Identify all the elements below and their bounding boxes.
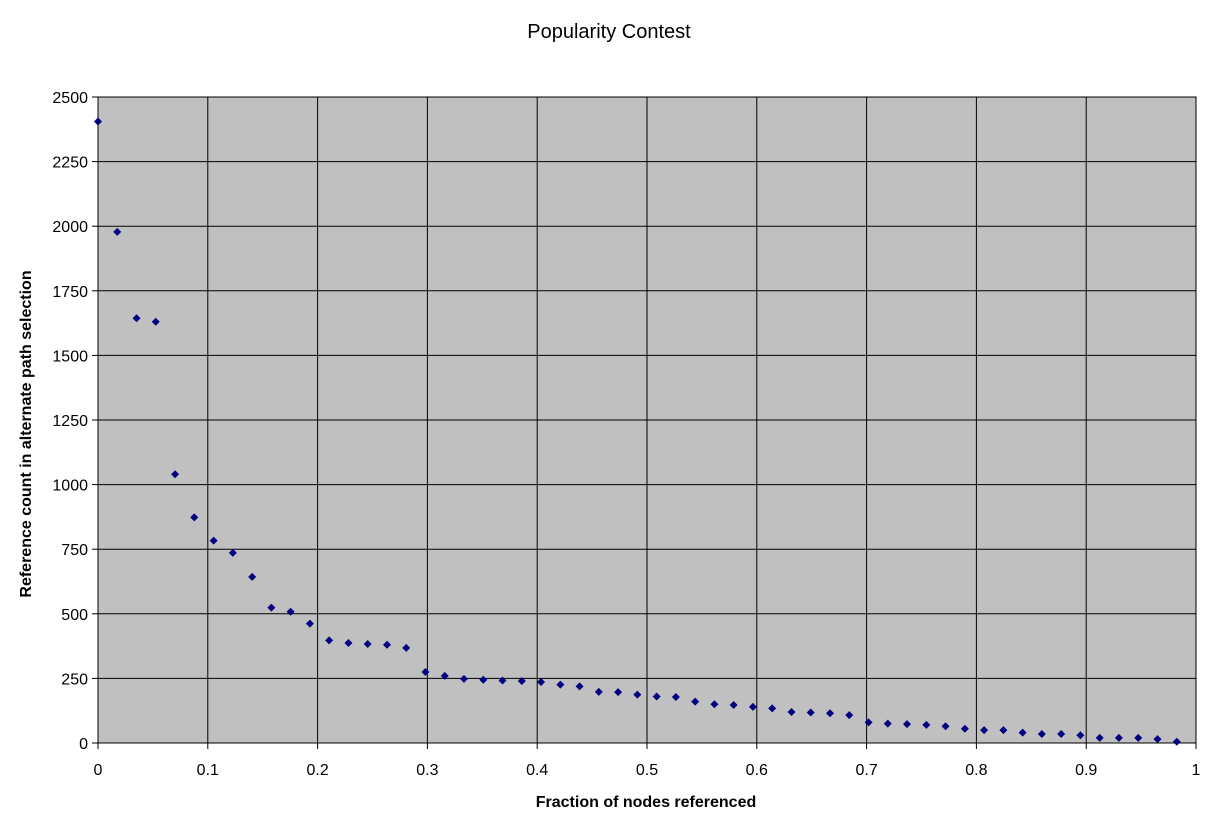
y-tick-label: 750	[61, 542, 88, 559]
data-point	[671, 693, 680, 702]
data-point	[883, 719, 892, 728]
x-tick-label: 0.8	[965, 762, 987, 779]
data-point	[171, 470, 180, 479]
data-point	[537, 678, 546, 687]
data-point	[710, 700, 719, 709]
data-point	[748, 702, 757, 711]
data-point	[267, 603, 276, 612]
data-point	[1037, 729, 1046, 738]
y-tick-label: 1500	[52, 348, 88, 365]
y-tick-label: 2000	[52, 219, 88, 236]
data-point	[980, 726, 989, 735]
data-point	[421, 667, 430, 676]
data-point	[633, 690, 642, 699]
y-tick-label: 1250	[52, 413, 88, 430]
y-tick-label: 250	[61, 671, 88, 688]
data-point	[1057, 729, 1066, 738]
x-tick-label: 0.5	[636, 762, 658, 779]
data-point	[459, 674, 468, 683]
data-point	[903, 720, 912, 729]
x-tick-label: 0.1	[197, 762, 219, 779]
data-point	[363, 640, 372, 649]
data-point	[826, 709, 835, 718]
x-tick-label: 0.6	[746, 762, 768, 779]
data-point	[325, 636, 334, 645]
data-point	[151, 317, 160, 326]
data-point	[209, 536, 218, 545]
data-point	[228, 548, 237, 557]
data-point	[1134, 733, 1143, 742]
data-point	[960, 724, 969, 733]
data-point	[498, 676, 507, 685]
y-tick-label: 0	[79, 736, 88, 753]
x-tick-label: 0.4	[526, 762, 548, 779]
data-points	[94, 117, 1181, 746]
y-tick-label: 1750	[52, 284, 88, 301]
data-point	[305, 619, 314, 628]
data-point	[190, 513, 199, 522]
data-point	[248, 572, 257, 581]
y-tick-label: 2250	[52, 155, 88, 172]
data-point	[402, 643, 411, 652]
data-point	[556, 680, 565, 689]
data-point	[1114, 733, 1123, 742]
data-point	[941, 722, 950, 731]
x-tick-label: 0.2	[306, 762, 328, 779]
data-point	[768, 704, 777, 713]
gridlines	[98, 97, 1196, 743]
tick-labels: 0 250 500 750 1000 1250 1500 1750 2000 2250 2500 0 0…	[52, 90, 1200, 779]
data-point	[286, 607, 295, 616]
data-point	[575, 682, 584, 691]
x-tick-label: 0	[94, 762, 103, 779]
data-point	[382, 640, 391, 649]
data-point	[1172, 737, 1181, 746]
y-tick-label: 1000	[52, 478, 88, 495]
data-point	[652, 692, 661, 701]
data-point	[440, 671, 449, 680]
data-point	[344, 638, 353, 647]
x-tick-label: 0.7	[855, 762, 877, 779]
data-point	[113, 227, 122, 236]
chart-title: Popularity Contest	[527, 21, 691, 43]
data-point	[1095, 733, 1104, 742]
x-tick-label: 0.9	[1075, 762, 1097, 779]
data-point	[691, 697, 700, 706]
data-point	[132, 314, 141, 323]
y-tick-label: 2500	[52, 90, 88, 107]
axes	[92, 96, 1197, 749]
data-point	[787, 707, 796, 716]
data-point	[922, 720, 931, 729]
data-point	[806, 708, 815, 717]
x-tick-label: 1	[1192, 762, 1201, 779]
data-point	[517, 676, 526, 685]
y-axis-label: Reference count in alternate path select…	[18, 270, 35, 597]
data-point	[1076, 731, 1085, 740]
data-point	[999, 726, 1008, 735]
data-point	[1153, 735, 1162, 744]
data-point	[614, 688, 623, 697]
x-tick-label: 0.3	[416, 762, 438, 779]
data-point	[1018, 728, 1027, 737]
data-point	[729, 701, 738, 710]
x-axis-label: Fraction of nodes referenced	[536, 794, 757, 811]
data-point	[864, 718, 873, 727]
data-point	[594, 687, 603, 696]
y-tick-label: 500	[61, 607, 88, 624]
data-point	[479, 675, 488, 684]
data-point	[94, 117, 102, 126]
data-point	[845, 711, 854, 720]
